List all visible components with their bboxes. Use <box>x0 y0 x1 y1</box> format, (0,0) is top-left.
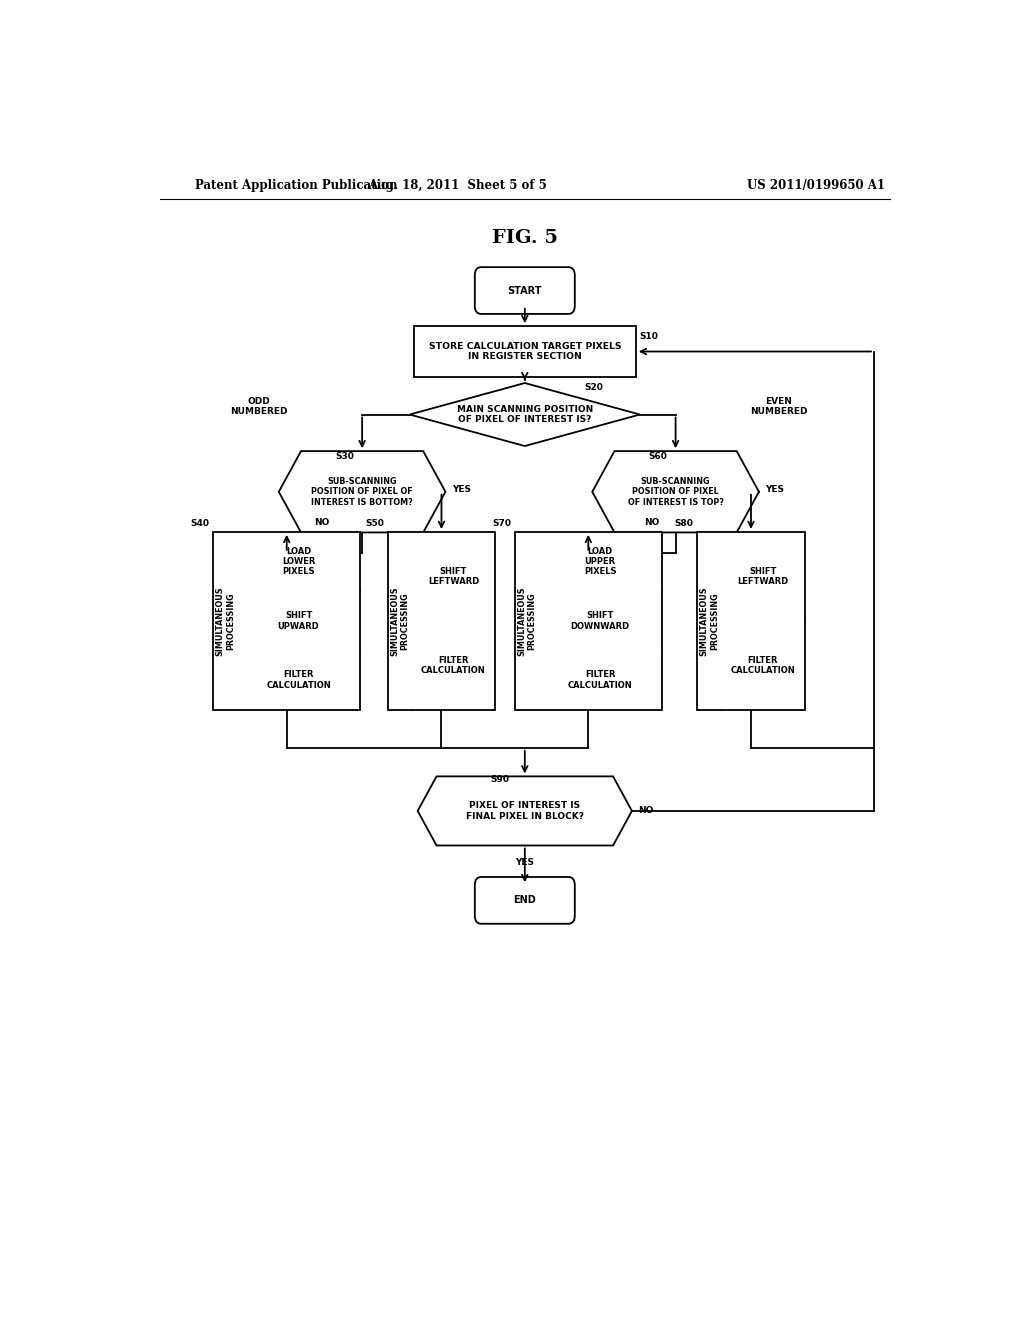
Text: NO: NO <box>638 807 653 816</box>
Text: FIG. 5: FIG. 5 <box>492 228 558 247</box>
Text: FILTER
CALCULATION: FILTER CALCULATION <box>421 656 485 675</box>
Text: S50: S50 <box>366 519 384 528</box>
Text: ODD
NUMBERED: ODD NUMBERED <box>230 397 288 416</box>
Text: EVEN
NUMBERED: EVEN NUMBERED <box>750 397 808 416</box>
Text: START: START <box>508 285 542 296</box>
Text: END: END <box>513 895 537 906</box>
Text: STORE CALCULATION TARGET PIXELS
IN REGISTER SECTION: STORE CALCULATION TARGET PIXELS IN REGIS… <box>429 342 621 362</box>
Text: US 2011/0199650 A1: US 2011/0199650 A1 <box>748 180 885 193</box>
Polygon shape <box>279 451 445 532</box>
Text: SUB-SCANNING
POSITION OF PIXEL OF
INTEREST IS BOTTOM?: SUB-SCANNING POSITION OF PIXEL OF INTERE… <box>311 477 413 507</box>
Text: YES: YES <box>515 858 535 867</box>
Text: S10: S10 <box>640 331 658 341</box>
Text: SHIFT
LEFTWARD: SHIFT LEFTWARD <box>428 566 479 586</box>
Text: S70: S70 <box>492 519 511 528</box>
Text: FILTER
CALCULATION: FILTER CALCULATION <box>568 671 633 690</box>
Text: S20: S20 <box>585 383 603 392</box>
Text: YES: YES <box>452 486 471 494</box>
Text: SUB-SCANNING
POSITION OF PIXEL
OF INTEREST IS TOP?: SUB-SCANNING POSITION OF PIXEL OF INTERE… <box>628 477 724 507</box>
Text: SHIFT
LEFTWARD: SHIFT LEFTWARD <box>737 566 788 586</box>
Polygon shape <box>410 383 640 446</box>
Text: Aug. 18, 2011  Sheet 5 of 5: Aug. 18, 2011 Sheet 5 of 5 <box>368 180 547 193</box>
Text: SIMULTANEOUS
PROCESSING: SIMULTANEOUS PROCESSING <box>215 586 234 656</box>
Text: S90: S90 <box>489 775 509 784</box>
Text: S60: S60 <box>649 451 668 461</box>
Text: LOAD
UPPER
PIXELS: LOAD UPPER PIXELS <box>584 546 616 577</box>
Text: SHIFT
UPWARD: SHIFT UPWARD <box>278 611 319 631</box>
Text: LOAD
LOWER
PIXELS: LOAD LOWER PIXELS <box>282 546 315 577</box>
Text: S30: S30 <box>335 451 354 461</box>
Text: S40: S40 <box>190 519 209 528</box>
Text: MAIN SCANNING POSITION
OF PIXEL OF INTEREST IS?: MAIN SCANNING POSITION OF PIXEL OF INTER… <box>457 405 593 424</box>
Text: FILTER
CALCULATION: FILTER CALCULATION <box>266 671 331 690</box>
Bar <box>213 532 360 710</box>
Text: SIMULTANEOUS
PROCESSING: SIMULTANEOUS PROCESSING <box>517 586 537 656</box>
Text: NO: NO <box>644 517 659 527</box>
Text: NO: NO <box>314 517 330 527</box>
Text: FILTER
CALCULATION: FILTER CALCULATION <box>730 656 796 675</box>
Bar <box>388 532 495 710</box>
Text: YES: YES <box>765 486 784 494</box>
FancyBboxPatch shape <box>475 876 574 924</box>
Text: S80: S80 <box>675 519 693 528</box>
Text: Patent Application Publication: Patent Application Publication <box>196 180 398 193</box>
Text: SIMULTANEOUS
PROCESSING: SIMULTANEOUS PROCESSING <box>699 586 719 656</box>
Bar <box>414 326 636 378</box>
Text: PIXEL OF INTEREST IS
FINAL PIXEL IN BLOCK?: PIXEL OF INTEREST IS FINAL PIXEL IN BLOC… <box>466 801 584 821</box>
Text: SIMULTANEOUS
PROCESSING: SIMULTANEOUS PROCESSING <box>390 586 410 656</box>
Polygon shape <box>592 451 759 532</box>
Polygon shape <box>418 776 632 846</box>
FancyBboxPatch shape <box>475 267 574 314</box>
Bar <box>697 532 805 710</box>
Bar <box>515 532 662 710</box>
Text: SHIFT
DOWNWARD: SHIFT DOWNWARD <box>570 611 630 631</box>
